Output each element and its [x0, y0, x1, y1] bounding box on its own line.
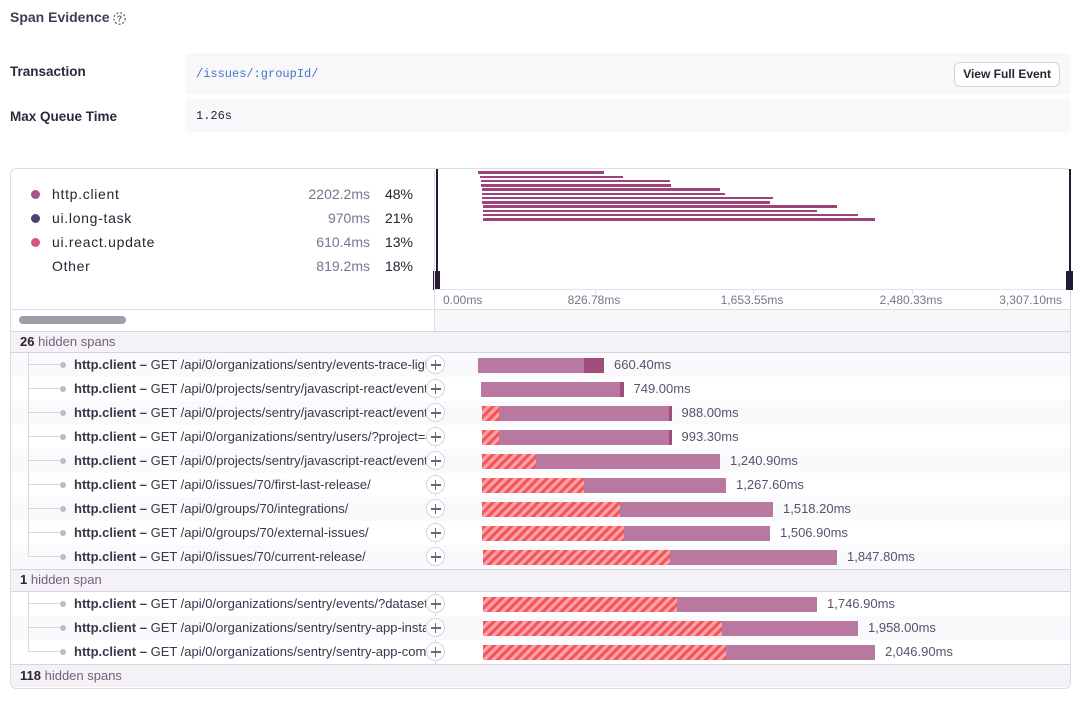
svg-text:?: ? — [116, 13, 121, 23]
